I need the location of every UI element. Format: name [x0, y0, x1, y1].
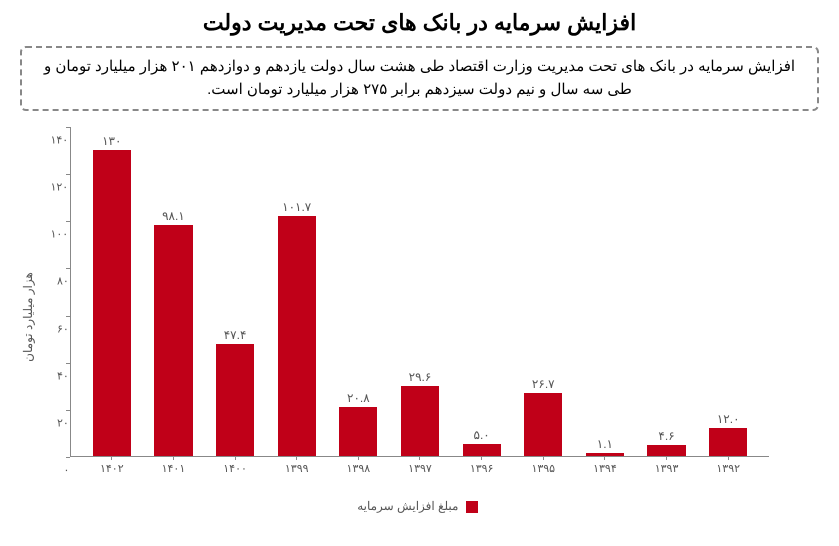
x-tick-label: ۱۳۹۳	[655, 462, 679, 475]
bar-value-label: ۱۰۱.۷	[282, 200, 311, 214]
y-tick-label: ۸۰	[57, 275, 69, 288]
bar	[93, 150, 131, 456]
bar	[278, 216, 316, 456]
bar-slot: ۴۷.۴۱۴۰۰	[204, 328, 266, 456]
bar-value-label: ۹۸.۱	[162, 209, 185, 223]
bar	[216, 344, 254, 456]
bar-value-label: ۱۲.۰	[717, 412, 740, 426]
chart-title: افزایش سرمایه در بانک های تحت مدیریت دول…	[20, 10, 819, 36]
bar	[709, 428, 747, 456]
x-tick-label: ۱۴۰۰	[223, 462, 247, 475]
plot-area: ۱۲.۰۱۳۹۲۴.۶۱۳۹۳۱.۱۱۳۹۴۲۶.۷۱۳۹۵۵.۰۱۳۹۶۲۹.…	[70, 127, 769, 457]
bar-slot: ۴.۶۱۳۹۳	[636, 429, 698, 456]
bar-value-label: ۴.۶	[658, 429, 674, 443]
x-tick-label: ۱۳۹۸	[347, 462, 371, 475]
bar-slot: ۱۰۱.۷۱۳۹۹	[266, 200, 328, 456]
bar	[647, 445, 685, 456]
y-tick-label: ۱۴۰	[50, 134, 68, 147]
chart-container: هزار میلیارد تومان ۰۲۰۴۰۶۰۸۰۱۰۰۱۲۰۱۴۰ ۱۲…	[30, 117, 809, 517]
bar-value-label: ۵.۰	[474, 428, 490, 442]
bar-value-label: ۲۹.۶	[409, 370, 432, 384]
y-tick-label: ۲۰	[57, 416, 69, 429]
bar	[154, 225, 192, 456]
x-tick-label: ۱۴۰۲	[100, 462, 124, 475]
bar-slot: ۱.۱۱۳۹۴	[574, 437, 636, 456]
bar-slot: ۱۳۰۱۴۰۲	[81, 134, 143, 456]
bar	[339, 407, 377, 456]
x-tick-label: ۱۳۹۹	[285, 462, 309, 475]
x-tick-label: ۱۳۹۶	[470, 462, 494, 475]
bar-slot: ۲۶.۷۱۳۹۵	[512, 377, 574, 456]
bar-slot: ۵.۰۱۳۹۶	[451, 428, 513, 456]
bar	[463, 444, 501, 456]
bars-group: ۱۲.۰۱۳۹۲۴.۶۱۳۹۳۱.۱۱۳۹۴۲۶.۷۱۳۹۵۵.۰۱۳۹۶۲۹.…	[71, 127, 769, 456]
legend: مبلغ افزایش سرمایه	[30, 499, 809, 513]
bar-slot: ۹۸.۱۱۴۰۱	[143, 209, 205, 456]
y-tick-label: ۱۰۰	[50, 228, 68, 241]
bar-slot: ۱۲.۰۱۳۹۲	[697, 412, 759, 456]
y-tick-label: ۶۰	[57, 322, 69, 335]
bar	[524, 393, 562, 456]
bar-value-label: ۱۳۰	[102, 134, 121, 148]
bar-value-label: ۲۰.۸	[347, 391, 370, 405]
bar-slot: ۲۹.۶۱۳۹۷	[389, 370, 451, 456]
y-axis-label: هزار میلیارد تومان	[21, 272, 35, 362]
legend-swatch	[466, 501, 478, 513]
bar	[401, 386, 439, 456]
bar-slot: ۲۰.۸۱۳۹۸	[328, 391, 390, 456]
legend-label: مبلغ افزایش سرمایه	[357, 499, 458, 513]
bar-value-label: ۱.۱	[597, 437, 613, 451]
bar-value-label: ۲۶.۷	[532, 377, 555, 391]
subtitle-text: افزایش سرمایه در بانک های تحت مدیریت وزا…	[44, 58, 795, 98]
x-tick-label: ۱۳۹۵	[531, 462, 555, 475]
x-tick-label: ۱۳۹۷	[408, 462, 432, 475]
y-tick-label: ۴۰	[57, 369, 69, 382]
y-tick-label: ۱۲۰	[50, 181, 68, 194]
y-tick-label: ۰	[63, 464, 69, 477]
subtitle-box: افزایش سرمایه در بانک های تحت مدیریت وزا…	[20, 46, 819, 111]
x-tick-label: ۱۴۰۱	[162, 462, 186, 475]
bar-value-label: ۴۷.۴	[224, 328, 247, 342]
x-tick-label: ۱۳۹۴	[593, 462, 617, 475]
x-tick-label: ۱۳۹۲	[716, 462, 740, 475]
